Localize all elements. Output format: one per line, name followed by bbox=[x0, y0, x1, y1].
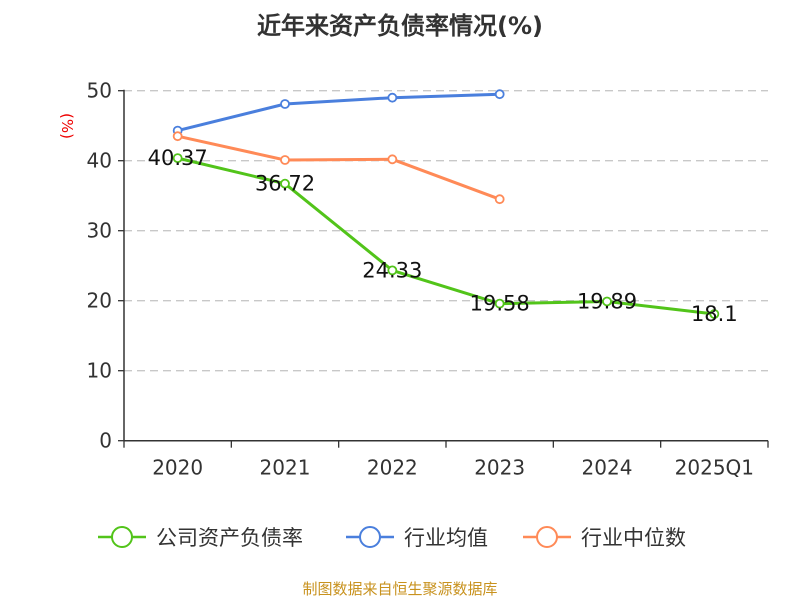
chart-title: 近年来资产负债率情况(%) bbox=[257, 12, 543, 40]
data-point bbox=[494, 89, 505, 100]
y-axis-label: (%) bbox=[58, 113, 76, 139]
data-point bbox=[387, 265, 398, 276]
x-tick-label: 2022 bbox=[367, 456, 418, 480]
series-line bbox=[177, 156, 715, 316]
legend-label: 行业中位数 bbox=[581, 526, 686, 550]
y-tick-label: 0 bbox=[99, 429, 112, 453]
x-tick-label: 2024 bbox=[582, 456, 633, 480]
data-point bbox=[280, 178, 290, 189]
data-label: 19.89 bbox=[577, 289, 637, 313]
x-tick-label: 2025Q1 bbox=[675, 456, 754, 480]
series-line bbox=[177, 92, 500, 133]
data-point bbox=[602, 296, 612, 307]
data-label: 24.33 bbox=[362, 258, 422, 282]
data-point bbox=[172, 153, 183, 164]
y-tick-label: 10 bbox=[87, 359, 112, 383]
data-point bbox=[280, 155, 290, 165]
data-point bbox=[172, 131, 183, 142]
legend-label: 公司资产负债率 bbox=[156, 526, 303, 550]
data-point bbox=[280, 99, 290, 109]
data-point bbox=[387, 154, 398, 165]
data-label: 36.72 bbox=[255, 172, 315, 196]
legend-marker bbox=[359, 526, 381, 548]
y-tick-label: 20 bbox=[87, 289, 112, 313]
data-point bbox=[709, 309, 720, 319]
legend-label: 行业均值 bbox=[404, 526, 488, 550]
data-point bbox=[387, 92, 398, 103]
x-tick-label: 2023 bbox=[474, 456, 525, 480]
series-line bbox=[177, 134, 501, 201]
x-tick-label: 2021 bbox=[260, 456, 311, 480]
source-note: 制图数据来自恒生聚源数据库 bbox=[302, 580, 498, 598]
y-tick-label: 40 bbox=[87, 149, 112, 173]
data-label: 19.58 bbox=[470, 292, 530, 316]
data-point bbox=[494, 298, 505, 309]
y-tick-label: 50 bbox=[87, 79, 112, 103]
data-label: 18.1 bbox=[691, 302, 738, 326]
x-tick-label: 2020 bbox=[152, 456, 203, 480]
legend-marker bbox=[536, 526, 558, 548]
data-point bbox=[494, 194, 505, 205]
legend-marker bbox=[111, 526, 133, 548]
y-tick-label: 30 bbox=[87, 219, 112, 243]
data-label: 40.37 bbox=[148, 146, 208, 170]
